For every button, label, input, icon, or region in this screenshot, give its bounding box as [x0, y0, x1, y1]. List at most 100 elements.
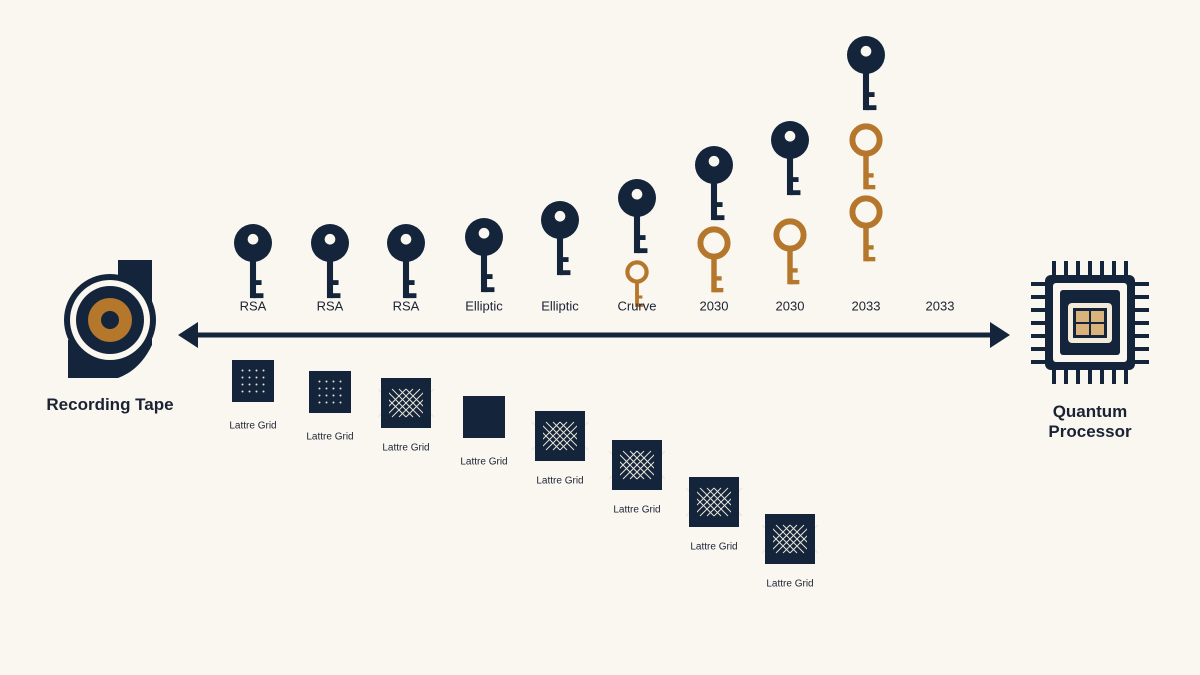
lattice-line	[398, 388, 428, 418]
lattice-icon	[377, 378, 435, 428]
lattice-dot	[318, 387, 321, 390]
key-hole	[860, 45, 872, 57]
key-hole	[784, 130, 796, 142]
chip-pin	[1135, 347, 1149, 351]
lattice-dot	[325, 401, 328, 404]
chip-pin	[1076, 370, 1080, 384]
lattice-dot	[325, 394, 328, 397]
lattice-line	[782, 524, 812, 554]
lattice-line	[622, 450, 652, 480]
key-shaft	[402, 258, 410, 299]
lattice-line	[538, 421, 568, 451]
chip-pin	[1100, 261, 1104, 275]
lattice-dot	[248, 376, 251, 379]
chip-pin	[1135, 334, 1149, 338]
lattice-dot	[339, 380, 342, 383]
lattice-label: Lattre Grid	[229, 421, 276, 432]
lattice-dot	[318, 401, 321, 404]
key-tooth	[790, 190, 801, 196]
lattice-label: Lattre Grid	[306, 432, 353, 443]
lattice-dot	[262, 390, 265, 393]
lattice-dot	[318, 394, 321, 397]
key-head	[849, 123, 883, 157]
key-label: RSA	[393, 298, 420, 313]
key-shaft	[480, 252, 488, 293]
right-label: Quantum Processor	[1048, 402, 1132, 441]
left-label: Recording Tape	[46, 395, 174, 414]
chip-pin	[1124, 261, 1128, 275]
key-hole	[631, 188, 643, 200]
chip-pin	[1135, 321, 1149, 325]
key-tooth	[866, 256, 876, 262]
chip-pin	[1088, 261, 1092, 275]
lattice-dot	[339, 394, 342, 397]
lattice-trim	[689, 477, 739, 527]
key-shaft	[556, 235, 564, 276]
key-tooth	[637, 303, 644, 307]
key-tooth	[866, 92, 875, 98]
key-icon	[541, 201, 579, 276]
chip-pin	[1031, 334, 1045, 338]
key-icon	[849, 123, 883, 190]
key-shaft	[710, 180, 718, 221]
chip-pin	[1100, 370, 1104, 384]
lattice-icon	[309, 371, 351, 413]
lattice-label: Lattre Grid	[766, 579, 813, 590]
key-head	[625, 260, 649, 284]
lattice-line	[384, 388, 414, 418]
lattice-label: Lattre Grid	[460, 457, 507, 468]
key-shaft	[249, 258, 257, 299]
key-icon	[773, 218, 807, 285]
lattice-dot	[332, 380, 335, 383]
key-tooth	[714, 287, 724, 293]
lattice-box	[309, 371, 351, 413]
lattice-label: Lattre Grid	[613, 505, 660, 516]
key-shaft	[786, 155, 794, 196]
lattice-icon	[232, 360, 274, 402]
key-tooth	[637, 295, 643, 299]
lattice-dot	[332, 401, 335, 404]
lattice-dot	[339, 387, 342, 390]
chip-pin	[1031, 308, 1045, 312]
key-label: RSA	[317, 298, 344, 313]
key-icon	[234, 224, 272, 299]
chip-pin	[1031, 295, 1045, 299]
lattice-dot	[255, 376, 258, 379]
lattice-box	[232, 360, 274, 402]
lattice-dot	[262, 376, 265, 379]
key-tooth	[330, 280, 339, 286]
key-shaft	[862, 70, 870, 111]
lattice-icon	[685, 477, 743, 527]
lattice-line	[391, 388, 421, 418]
chip-pin	[1135, 295, 1149, 299]
key-tooth	[253, 280, 262, 286]
lattice-dot	[248, 383, 251, 386]
key-label: Crurve	[617, 298, 656, 313]
lattice-label: Lattre Grid	[536, 476, 583, 487]
key-icon	[625, 260, 649, 307]
key-tooth	[790, 279, 800, 285]
chip-pin	[1124, 370, 1128, 384]
key-head	[849, 195, 883, 229]
key-label: 2033	[926, 298, 955, 313]
lattice-dot	[332, 387, 335, 390]
lattice-icon	[761, 514, 819, 564]
key-hole	[324, 233, 336, 245]
lattice-dot	[248, 390, 251, 393]
key-tooth	[714, 215, 725, 221]
chip-pin	[1112, 261, 1116, 275]
key-tooth	[406, 280, 415, 286]
key-hole	[400, 233, 412, 245]
lattice-dot	[241, 376, 244, 379]
key-label: Elliptic	[541, 298, 579, 313]
lattice-line	[706, 487, 736, 517]
key-icon	[311, 224, 349, 299]
key-shaft	[633, 213, 641, 254]
key-tooth	[866, 105, 877, 111]
lattice-dot	[255, 390, 258, 393]
key-tooth	[866, 245, 874, 250]
key-tooth	[330, 293, 341, 299]
lattice-line	[699, 487, 729, 517]
lattice-dot	[318, 380, 321, 383]
